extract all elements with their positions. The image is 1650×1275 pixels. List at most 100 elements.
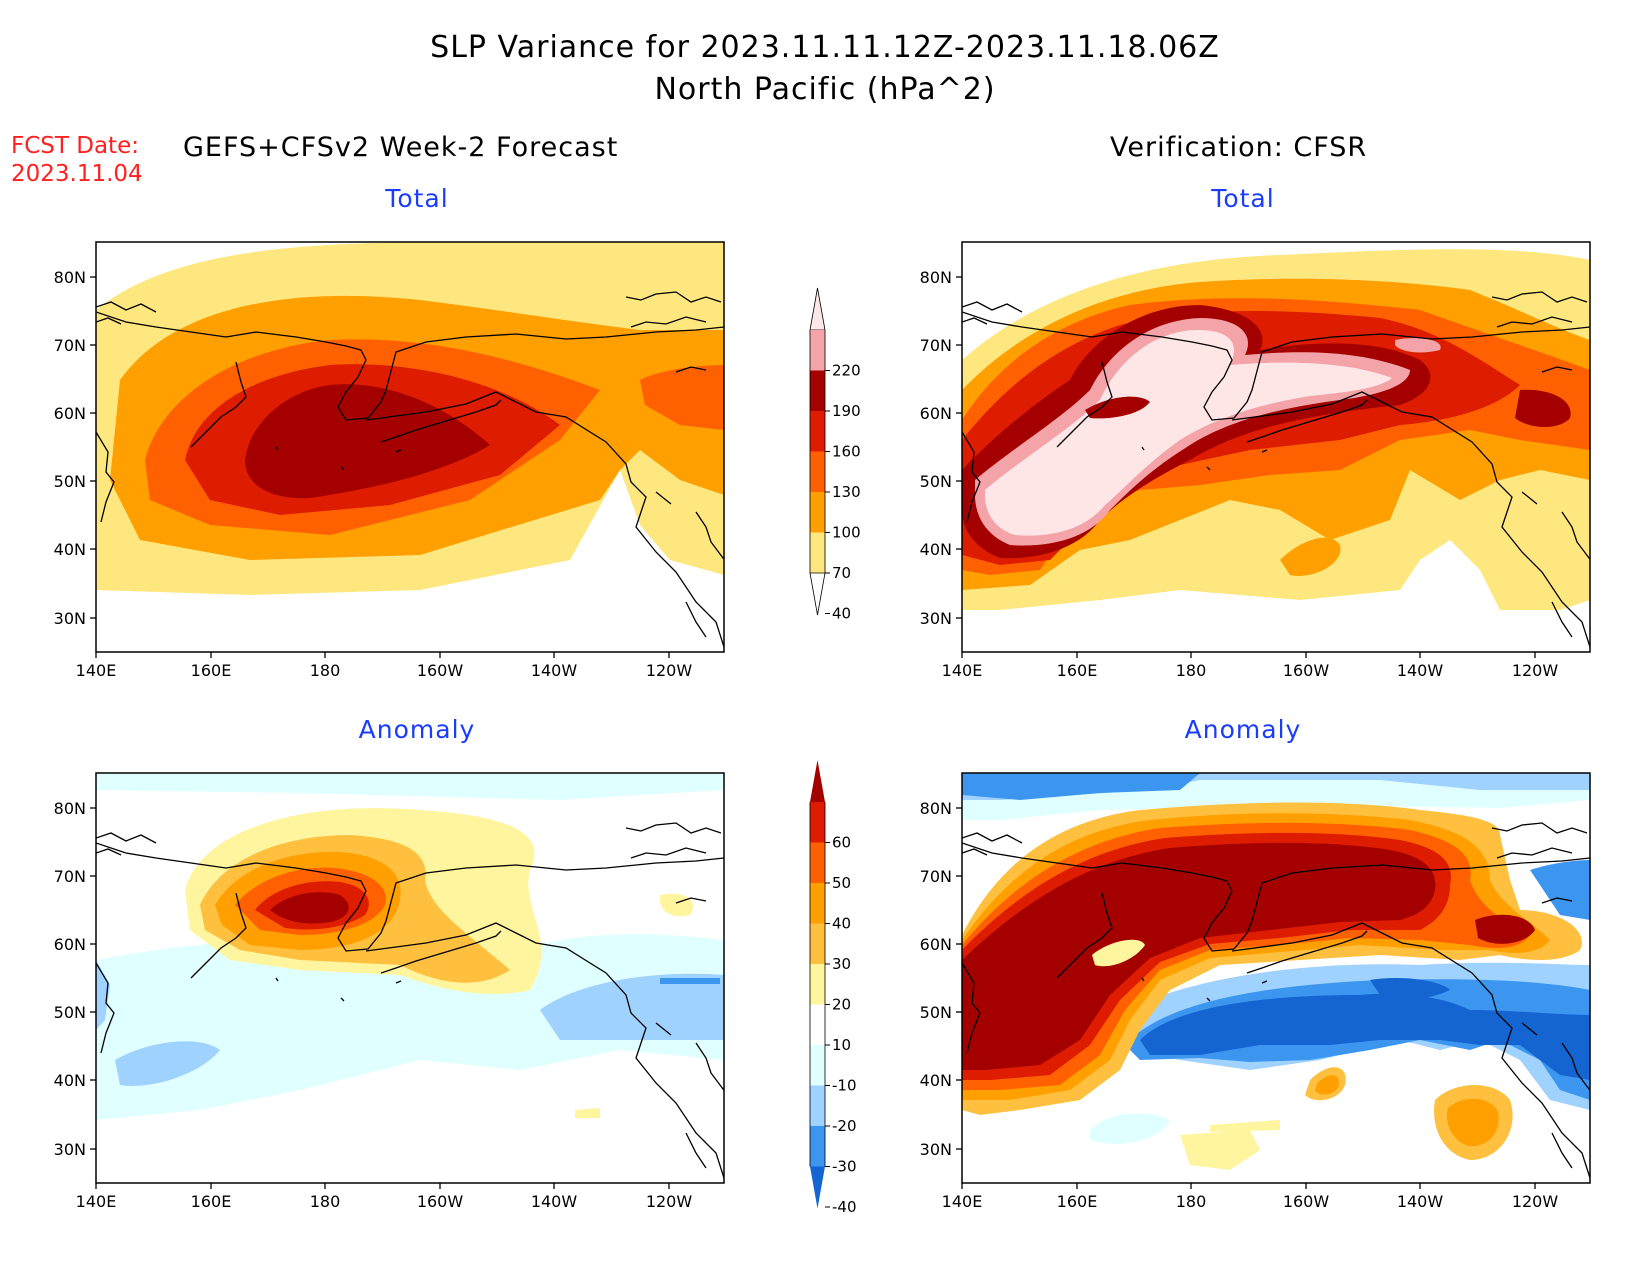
lon-label: 140W [531,661,578,680]
lon-label: 160W [417,661,464,680]
lat-label: 50N [54,472,86,491]
lon-label: 180 [1176,1192,1207,1211]
lon-label: 120W [1512,661,1559,680]
lat-label: 30N [920,609,952,628]
lat-label: 50N [920,472,952,491]
colorbar-label: 70 [832,564,851,582]
colorbar-swatch [810,330,825,371]
lon-label: 160E [1057,1192,1098,1211]
lon-label: 120W [1512,1192,1559,1211]
colorbar-swatch [810,1045,825,1086]
colorbar-swatch [810,1126,825,1167]
verification-column-title: Verification: CFSR [1110,132,1368,163]
colorbar-label: 190 [832,402,861,420]
colorbar-swatch [810,883,825,924]
colorbar-label: 30 [832,955,851,973]
colorbar-label: -10 [832,1077,857,1095]
forecast-total-title: Total [385,184,449,213]
fcst-date-label: FCST Date: [11,133,139,159]
lon-label: 160W [1283,661,1330,680]
colorbar-label: 20 [832,996,851,1014]
fcst-date-value: 2023.11.04 [11,161,143,187]
forecast-column-title: GEFS+CFSv2 Week-2 Forecast [183,132,619,163]
lat-label: 60N [920,935,952,954]
colorbar-swatch [810,1004,825,1045]
forecast-anomaly-map [96,773,724,1183]
lat-label: 70N [54,336,86,355]
lat-label: 40N [54,1071,86,1090]
colorbar-swatch [810,492,825,533]
lon-label: 140E [76,661,117,680]
colorbar-anomaly: 60 50 40 30 20 10 -10 -20 -30 -40 [809,760,857,1216]
lat-label: 80N [54,799,86,818]
lat-label: 50N [920,1003,952,1022]
lon-label: 140W [531,1192,578,1211]
colorbar-label: 130 [832,483,861,501]
forecast-anomaly-title: Anomaly [358,715,476,744]
colorbar-swatch [810,923,825,964]
lat-label: 30N [920,1140,952,1159]
colorbar-swatch [810,842,825,883]
colorbar-bottom-triangle [810,1166,825,1209]
forecast-total-map [96,242,724,652]
lon-label: 160E [1057,661,1098,680]
verification-anomaly-title: Anomaly [1184,715,1302,744]
lat-label: 40N [54,540,86,559]
colorbar-label: 60 [832,834,851,852]
colorbar-top-triangle [810,760,825,802]
main-title-line-1: SLP Variance for 2023.11.11.12Z-2023.11.… [430,30,1220,65]
verification-anomaly-map [962,773,1590,1183]
colorbar-label: 100 [832,524,861,542]
lat-label: 60N [54,404,86,423]
axes-layer: 80N 70N 60N 50N 40N 30N 140E 160E 180 160W 140W 120… [54,268,1559,1211]
lon-label: 180 [1176,661,1207,680]
lon-label: 160E [191,661,232,680]
colorbar-swatch [810,964,825,1005]
colorbar-label: 50 [832,874,851,892]
colorbar-swatch [810,802,825,843]
lon-label: 160E [191,1192,232,1211]
lat-label: 50N [54,1003,86,1022]
lat-label: 80N [920,799,952,818]
verification-anomaly-frame [961,772,1591,1184]
lon-label: 120W [646,661,693,680]
main-title-line-2: North Pacific (hPa^2) [654,72,996,107]
colorbar-swatch [810,532,825,573]
verification-total-map [962,242,1590,652]
lon-label: 140E [942,1192,983,1211]
colorbar-swatch [810,1085,825,1126]
lon-label: 160W [1283,1192,1330,1211]
colorbar-label: -30 [832,1158,857,1176]
colorbar-label: 10 [832,1036,851,1054]
lon-label: 140E [942,661,983,680]
lon-label: 140W [1397,661,1444,680]
forecast-total-frame [95,241,725,653]
lat-label: 70N [54,867,86,886]
colorbar-label: 40 [832,915,851,933]
verification-total-frame [961,241,1591,653]
colorbar-swatch [810,411,825,452]
lon-label: 180 [310,1192,341,1211]
lat-label: 30N [54,1140,86,1159]
lat-label: 80N [920,268,952,287]
colorbar-label: -40 [832,1198,857,1216]
colorbar-bottom-triangle [809,572,826,616]
lat-label: 70N [920,336,952,355]
colorbar-label: 160 [832,443,861,461]
lat-label: 80N [54,268,86,287]
lon-label: 180 [310,661,341,680]
lon-label: 140W [1397,1192,1444,1211]
lon-label: 140E [76,1192,117,1211]
lat-label: 30N [54,609,86,628]
lat-label: 40N [920,1071,952,1090]
colorbar-top-triangle [809,287,826,331]
colorbar-outline [809,802,826,1167]
lat-label: 60N [54,935,86,954]
colorbar-swatch [810,370,825,411]
lon-label: 120W [646,1192,693,1211]
colorbar-label: -20 [832,1117,857,1135]
lat-label: 60N [920,404,952,423]
lon-label: 160W [417,1192,464,1211]
colorbar-total: 220 190 160 130 100 70 40 [809,287,861,623]
